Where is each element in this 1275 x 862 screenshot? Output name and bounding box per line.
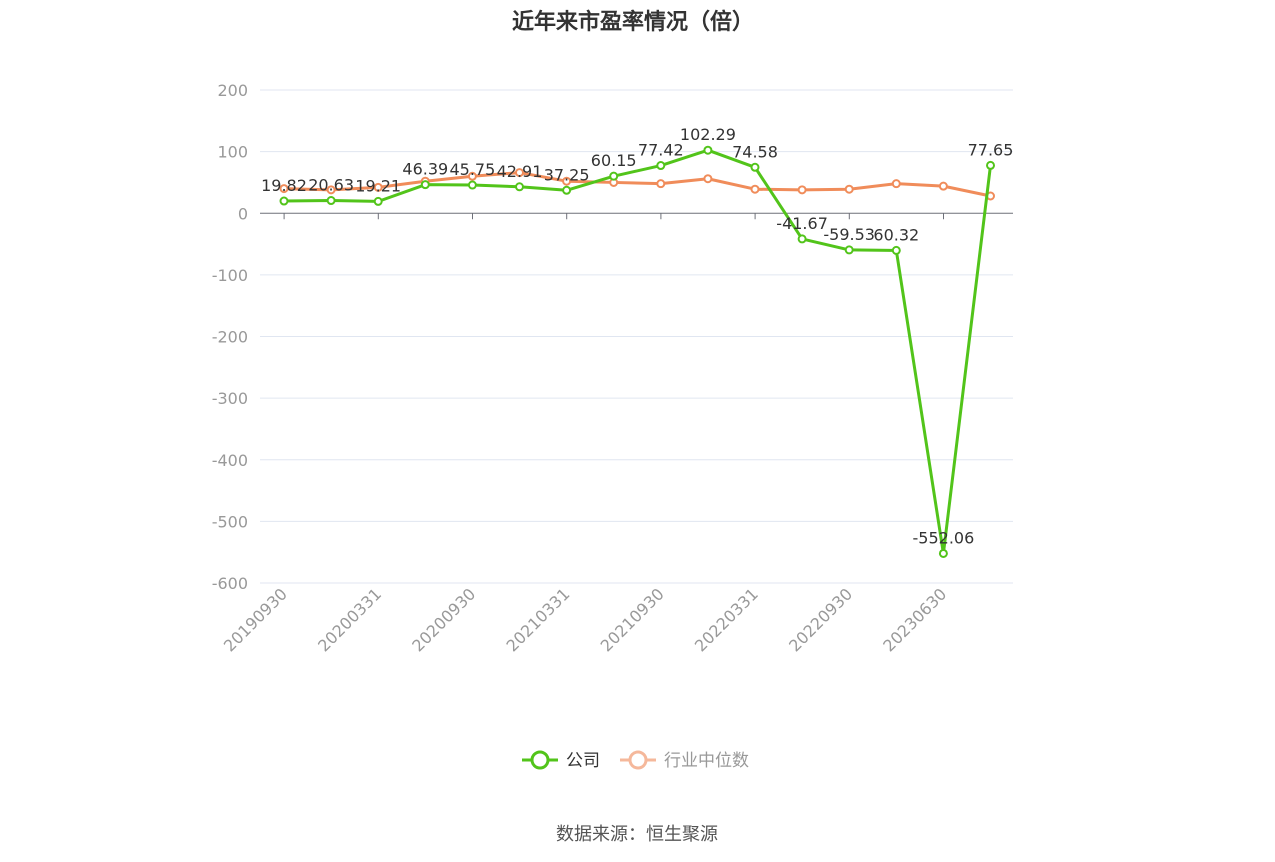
y-tick-label: -600 [212,574,248,593]
data-point[interactable] [609,171,619,181]
y-tick-label: 200 [217,81,248,100]
data-point[interactable] [420,180,430,190]
x-axis: 20190930 20200331 20200930 20210331 20210930… [220,212,1013,655]
legend-item-industry-median[interactable]: 行业中位数 [620,750,749,771]
legend-item-company[interactable]: 公司 [522,750,600,771]
data-point[interactable] [373,182,383,192]
data-label: 46.39 [402,160,448,179]
data-point[interactable] [703,145,713,155]
data-label: -41.67 [776,214,828,233]
x-tick-label: 20210930 [597,584,668,655]
data-label: 42.91 [497,162,543,181]
data-label: 45.75 [449,160,495,179]
data-point[interactable] [656,179,666,189]
data-label: 77.42 [638,141,684,160]
y-tick-label: -200 [212,328,248,347]
data-point[interactable] [656,161,666,171]
data-point[interactable] [891,179,901,189]
y-axis: 200 100 0 -100 -200 -300 -400 -500 -600 [212,81,248,593]
data-point[interactable] [986,160,995,170]
data-label: 60.15 [591,151,637,170]
series-line-1 [283,171,991,198]
data-label: 19.21 [355,176,401,195]
x-tick-label: 20200930 [408,584,479,655]
y-tick-label: -100 [212,266,248,285]
y-tick-label: 100 [217,143,248,162]
data-point[interactable] [467,180,477,190]
data-label: 77.65 [968,140,1014,159]
data-point[interactable] [279,196,289,206]
series-lines [279,145,995,558]
data-point[interactable] [938,181,948,191]
legend-label-industry-median: 行业中位数 [664,751,749,771]
data-point[interactable] [891,245,901,255]
data-label: -59.53 [823,225,875,244]
data-label: 20.63 [308,176,354,195]
data-point[interactable] [326,185,336,195]
data-point[interactable] [373,196,383,206]
y-tick-label: -300 [212,389,248,408]
data-label: 102.29 [680,125,736,144]
data-point[interactable] [279,184,289,194]
legend-label-company: 公司 [566,751,600,771]
data-point[interactable] [797,185,807,195]
data-label: 19.82 [261,176,307,195]
data-point[interactable] [750,184,760,194]
data-point[interactable] [515,168,524,178]
y-tick-label: -400 [212,451,248,470]
x-tick-label: 20200331 [314,584,385,655]
data-label: 60.32 [873,225,919,244]
data-source: 数据来源：恒生聚源 [556,824,718,845]
data-point[interactable] [562,185,572,195]
grid-lines [260,89,1013,584]
series-line-0 [283,148,992,555]
y-tick-label: 0 [238,204,248,223]
data-point[interactable] [938,548,948,558]
data-point[interactable] [750,162,760,172]
data-point[interactable] [326,196,336,206]
data-point[interactable] [467,171,477,181]
data-label: 37.25 [544,165,590,184]
y-tick-label: -500 [212,512,248,531]
x-tick-label: 20220331 [691,584,762,655]
x-tick-label: 20220930 [785,584,856,655]
data-point[interactable] [703,174,713,184]
data-point[interactable] [515,182,524,192]
x-tick-label: 20230630 [879,584,950,655]
data-label: 74.58 [732,142,778,161]
legend[interactable]: 公司 行业中位数 [522,750,749,771]
data-label: -552.06 [913,528,975,547]
data-point[interactable] [562,176,572,186]
chart-title: 近年来市盈率情况（倍） [512,9,754,35]
x-tick-label: 20210331 [503,584,574,655]
data-point[interactable] [797,234,807,244]
data-point[interactable] [844,245,854,255]
data-point[interactable] [844,184,854,194]
x-tick-label: 20190930 [220,584,291,655]
